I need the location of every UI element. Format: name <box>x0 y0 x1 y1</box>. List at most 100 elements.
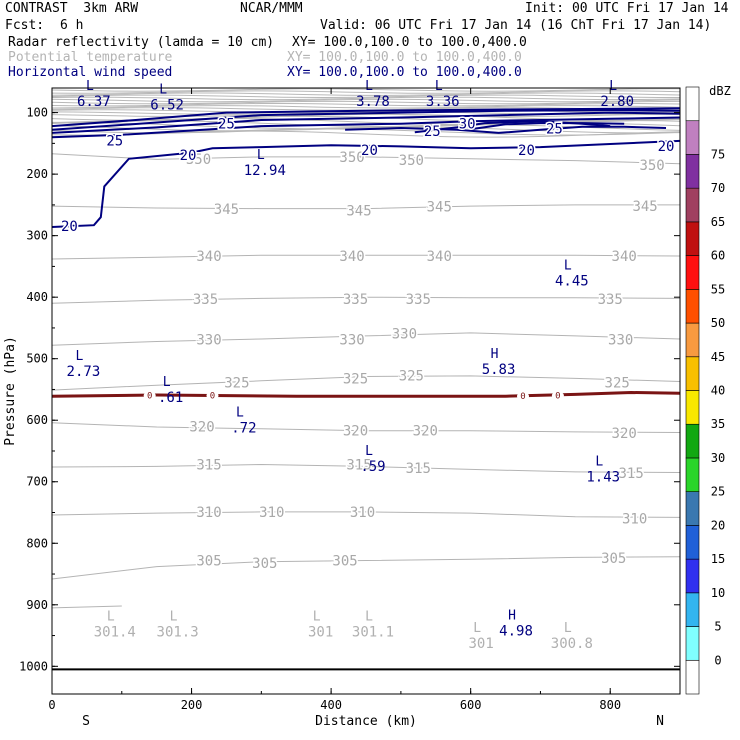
y-tick-label: 700 <box>26 475 48 489</box>
theta-line <box>52 120 680 128</box>
theta-label: 345 <box>427 200 452 216</box>
theta-extremum-value: 301 <box>468 636 493 652</box>
theta-isoline <box>52 605 122 609</box>
wind-label: 20 <box>518 143 535 159</box>
theta-label: 345 <box>632 199 657 215</box>
colorbar-swatch <box>685 356 700 391</box>
y-tick-label: 100 <box>26 106 48 120</box>
theta-label: 345 <box>214 202 239 218</box>
colorbar-level-label: 60 <box>711 249 725 263</box>
colorbar-level-label: 40 <box>711 384 725 398</box>
wind-extremum-marker: H <box>491 347 499 362</box>
colorbar-level-label: 45 <box>711 350 725 364</box>
freezing-label-bg <box>206 391 219 400</box>
theta-isoline <box>52 375 680 391</box>
colorbar-swatch <box>685 457 700 492</box>
theta-label: 325 <box>224 376 249 392</box>
y-tick-label: 500 <box>26 352 48 366</box>
theta-label: 310 <box>622 512 647 528</box>
colorbar-swatch <box>685 423 700 459</box>
wind-label: 25 <box>106 133 123 149</box>
theta-extremum-marker: L <box>365 609 373 624</box>
theta-label: 350 <box>339 150 364 166</box>
y-tick-label: 800 <box>26 536 48 550</box>
theta-line <box>52 90 680 94</box>
theta-label: 335 <box>193 292 218 308</box>
wind-label: 30 <box>459 117 476 133</box>
theta-isoline <box>52 332 680 346</box>
field-reflectivity-name: Radar reflectivity (lamda = 10 cm) <box>8 35 275 50</box>
colorbar-swatch <box>685 187 700 223</box>
wind-label: 25 <box>546 122 563 138</box>
init-time: Init: 00 UTC Fri 17 Jan 14 <box>525 1 729 16</box>
freezing-level-label: 0 <box>147 392 152 402</box>
wind-contour <box>52 111 680 134</box>
theta-label: 330 <box>392 326 417 342</box>
theta-isoline <box>52 296 680 304</box>
valid-time: Valid: 06 UTC Fri 17 Jan 14 (16 ChT Fri … <box>320 18 712 33</box>
theta-label: 340 <box>339 249 364 265</box>
wind-extremum-marker: L <box>365 444 373 459</box>
x-tick-label: 400 <box>320 698 342 712</box>
contour-labels: 350 350 350 350 345 345 345 345 340 340 340 340 335 3… <box>60 79 676 652</box>
wind-extremum-value: 12.94 <box>244 163 286 179</box>
wind-extremum-value: 2.80 <box>600 94 634 110</box>
colorbar-level-label: 70 <box>711 181 725 195</box>
wind-label: 20 <box>61 219 78 235</box>
theta-label: 330 <box>196 333 221 349</box>
field-theta-name: Potential temperature <box>8 50 173 65</box>
theta-label: 305 <box>196 553 221 569</box>
wind-extremum-marker: L <box>595 454 603 469</box>
freezing-level-line <box>52 390 680 398</box>
colorbar-level-label: 5 <box>714 620 721 634</box>
wind-contour <box>52 107 680 128</box>
theta-label: 325 <box>605 376 630 392</box>
theta-extremum-marker: L <box>564 621 572 636</box>
theta-label: 305 <box>601 551 626 567</box>
theta-label: 315 <box>619 466 644 482</box>
colorbar-swatch <box>685 390 700 425</box>
y-tick-label: 300 <box>26 229 48 243</box>
colorbar-swatch <box>685 626 700 661</box>
x-tick-label: 600 <box>460 698 482 712</box>
wind-extremum-value: 6.52 <box>150 98 184 114</box>
theta-extremum-value: 300.8 <box>551 636 593 652</box>
y-tick-label: 900 <box>26 598 48 612</box>
theta-line <box>52 98 680 103</box>
freezing-level: 0 0 0 0 <box>52 390 680 402</box>
wind-label: 20 <box>180 148 197 164</box>
wind-extremum-marker: L <box>257 148 265 163</box>
theta-label: 305 <box>252 556 277 572</box>
theta-extremum-marker: L <box>170 609 178 624</box>
theta-label: 315 <box>406 461 431 477</box>
colorbar-swatch <box>685 255 700 290</box>
theta-extremum-marker: L <box>313 609 321 624</box>
wind-contour <box>470 122 625 131</box>
colorbar-swatch <box>685 592 700 627</box>
colorbar-swatch <box>685 221 700 256</box>
field-wind-name: Horizontal wind speed <box>8 65 173 80</box>
wind-extremum-marker: L <box>159 83 167 98</box>
freezing-level-label: 0 <box>520 392 525 402</box>
colorbar-swatch <box>685 491 700 526</box>
plot-frame <box>51 87 681 695</box>
theta-label: 305 <box>332 553 357 569</box>
wind-contour <box>52 109 680 131</box>
theta-label: 335 <box>598 292 623 308</box>
theta-label: 340 <box>196 249 221 265</box>
theta-extremum-value: 301.1 <box>352 624 394 640</box>
theta-line <box>52 103 680 107</box>
colorbar-swatch <box>685 558 700 594</box>
theta-extremum-marker: L <box>473 621 481 636</box>
theta-label: 345 <box>346 203 371 219</box>
colorbar-swatch <box>685 86 700 122</box>
wind-extremum-value: .61 <box>158 390 183 406</box>
theta-label: 330 <box>339 333 364 349</box>
theta-isoline <box>52 153 680 165</box>
theta-label: 330 <box>608 333 633 349</box>
theta-isoline <box>52 254 680 260</box>
x-tick-label: 800 <box>599 698 621 712</box>
theta-isoline <box>52 204 680 210</box>
